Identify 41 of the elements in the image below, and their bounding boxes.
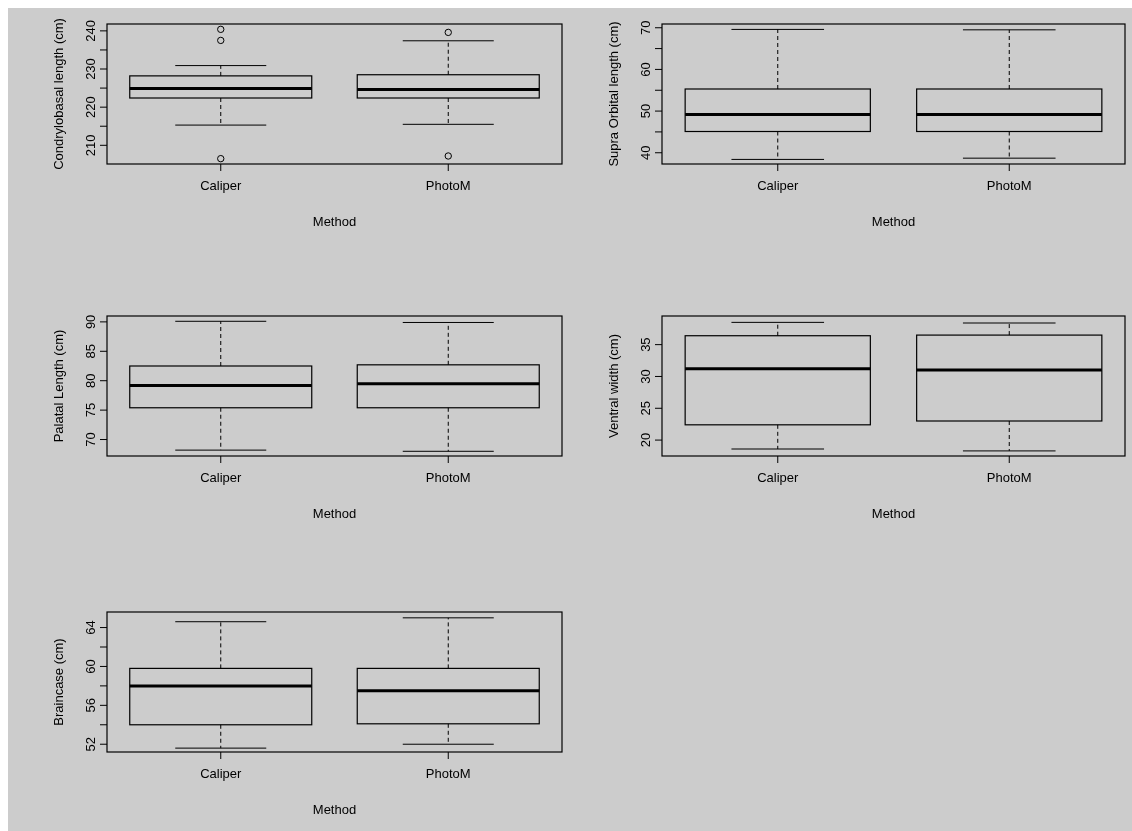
x-tick-label: Caliper — [200, 766, 243, 781]
y-tick-label: 90 — [83, 314, 98, 330]
x-tick-label: PhotoM — [986, 178, 1032, 193]
y-axis-title: Braincase (cm) — [51, 638, 66, 726]
y-tick-label: 60 — [83, 659, 98, 674]
x-tick-label: PhotoM — [986, 470, 1032, 485]
x-tick-label: PhotoM — [425, 766, 471, 781]
y-tick-label: 60 — [638, 62, 653, 77]
x-tick-label: PhotoM — [425, 178, 471, 193]
y-tick-label: 210 — [83, 134, 98, 157]
y-tick-label: 80 — [83, 373, 98, 388]
y-tick-label: 50 — [638, 103, 653, 119]
y-axis-title: Supra Orbital length (cm) — [606, 21, 621, 167]
y-tick-label: 52 — [83, 736, 98, 752]
x-tick-label: Caliper — [200, 178, 243, 193]
y-tick-label: 40 — [638, 145, 653, 160]
x-tick-label: Caliper — [757, 470, 800, 485]
y-axis-title: Palatal Length (cm) — [51, 329, 66, 443]
y-tick-label: 30 — [638, 369, 653, 384]
y-tick-label: 35 — [638, 337, 653, 352]
y-tick-label: 75 — [83, 402, 98, 418]
x-tick-label: PhotoM — [425, 470, 471, 485]
y-tick-label: 70 — [83, 432, 98, 447]
y-tick-label: 240 — [83, 20, 98, 42]
x-axis-title: Method — [312, 506, 357, 521]
y-tick-label: 20 — [638, 432, 653, 448]
y-tick-label: 220 — [83, 96, 98, 119]
y-tick-label: 230 — [83, 58, 98, 80]
x-tick-label: Caliper — [200, 470, 243, 485]
x-axis-title: Method — [312, 214, 357, 229]
x-tick-label: Caliper — [757, 178, 800, 193]
y-axis-title: Condrylobasal length (cm) — [51, 18, 66, 170]
x-axis-title: Method — [871, 214, 916, 229]
x-axis-title: Method — [871, 506, 916, 521]
y-tick-label: 56 — [83, 698, 98, 713]
y-tick-label: 25 — [638, 401, 653, 416]
y-tick-label: 85 — [83, 344, 98, 359]
y-axis-title: Ventral width (cm) — [606, 333, 621, 439]
y-tick-label: 70 — [638, 20, 653, 35]
y-tick-label: 64 — [83, 620, 98, 635]
x-axis-title: Method — [312, 802, 357, 817]
